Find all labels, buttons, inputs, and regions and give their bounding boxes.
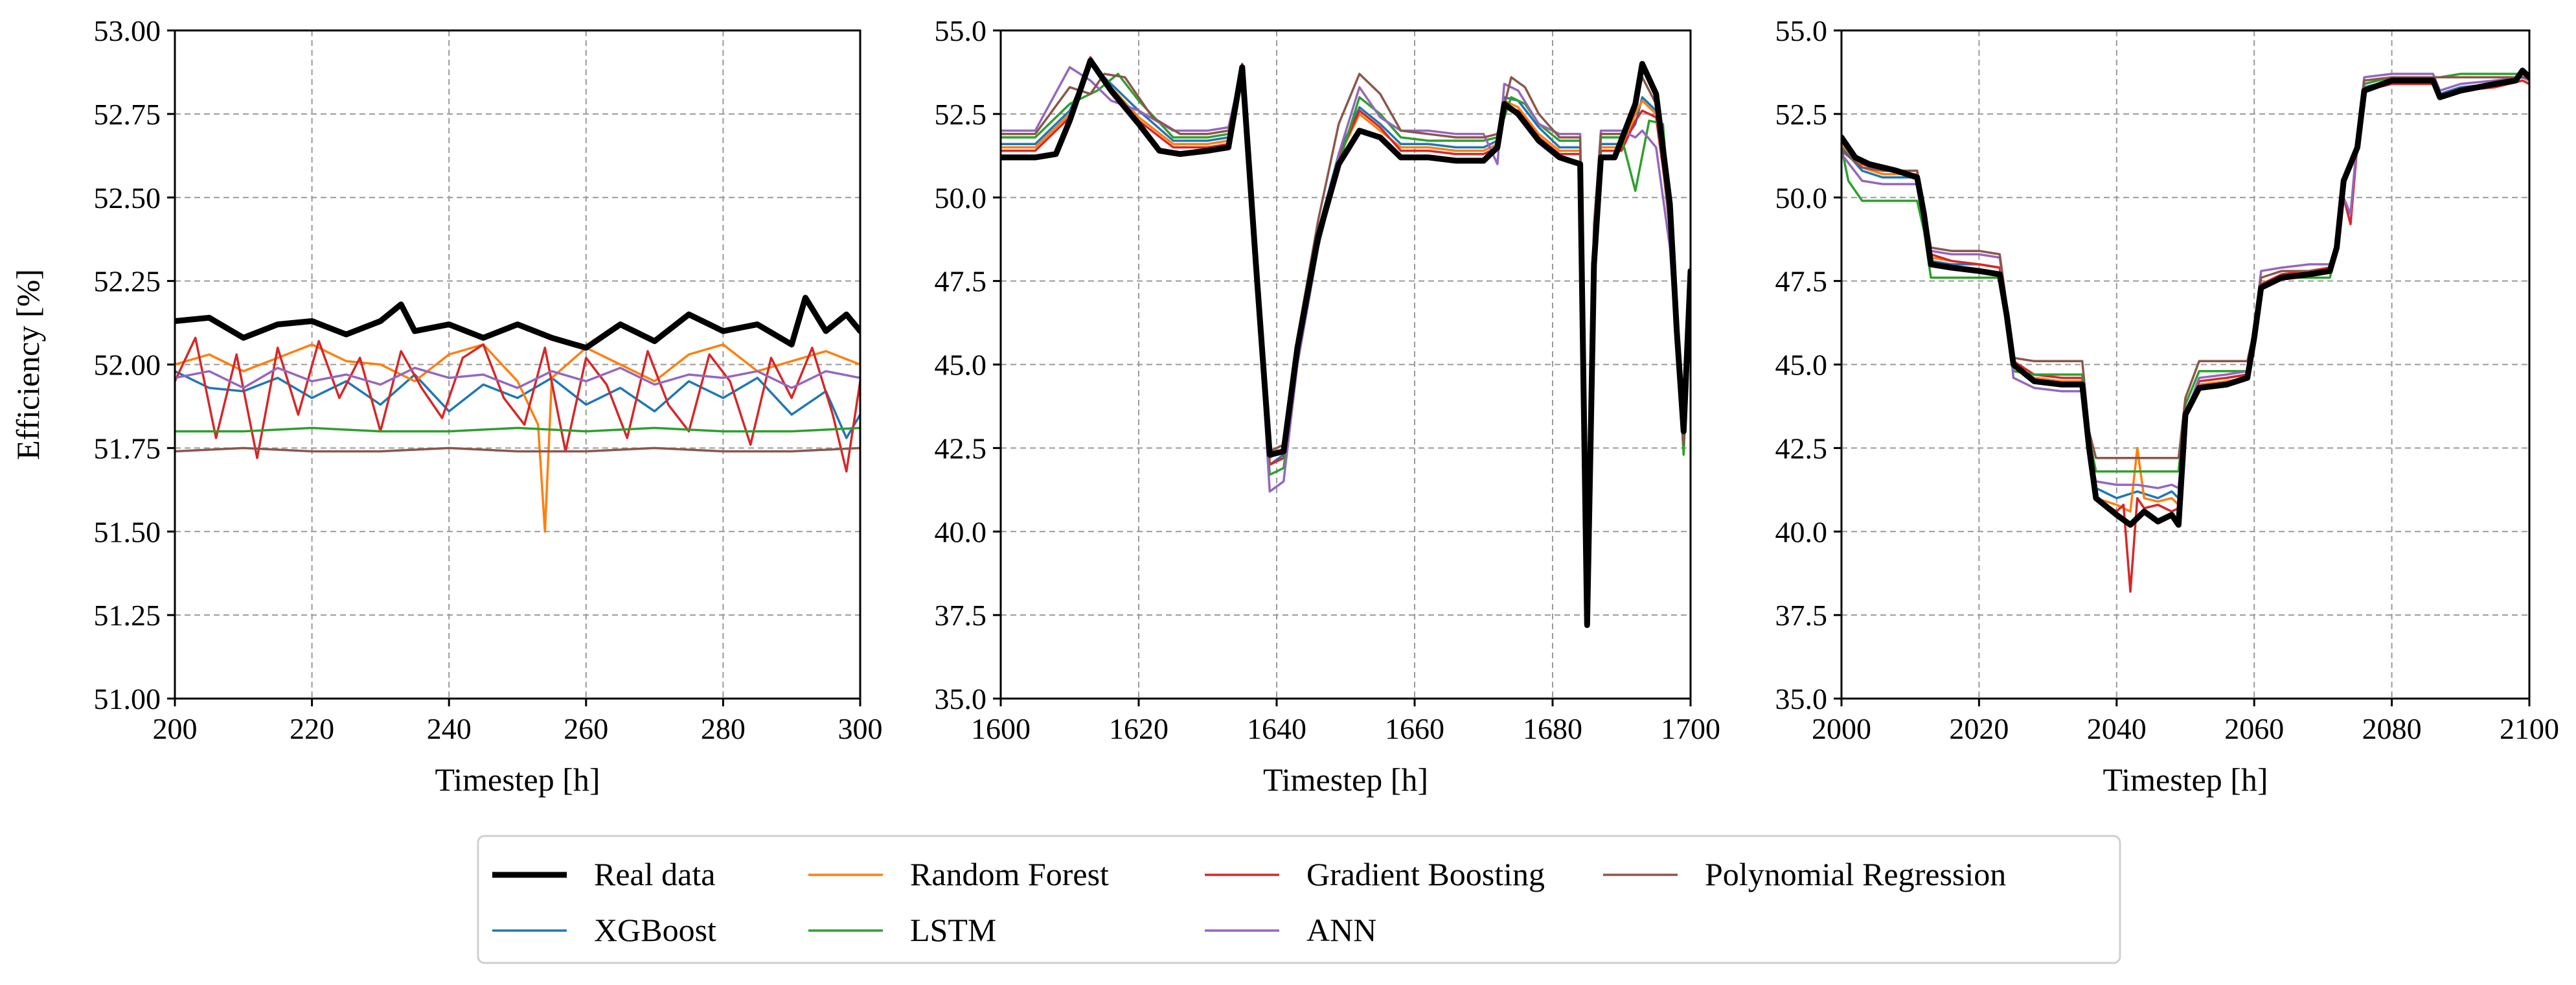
y-tick-label: 37.5: [1775, 599, 1828, 632]
x-tick-label: 200: [153, 712, 198, 745]
series-line-random-forest: [1001, 59, 1691, 583]
series-line-gradient-boosting: [175, 336, 860, 473]
x-tick-label: 1600: [971, 712, 1031, 745]
y-tick-label: 51.50: [94, 515, 161, 548]
legend-entry-lstm: LSTM: [808, 912, 996, 948]
series-line-ann: [1001, 65, 1691, 580]
legend-label: LSTM: [910, 912, 996, 948]
series-line-random-forest: [175, 343, 860, 533]
y-tick-label: 42.5: [935, 432, 987, 465]
chart-panel-left: 200 220 240 260 280 300 51.00 51.25 51.50 51.75 52…: [10, 14, 883, 798]
y-tick-label: 51.00: [94, 682, 161, 715]
legend-box: [477, 835, 2121, 964]
y-tick-label: 52.25: [94, 265, 161, 298]
x-tick-label: 2000: [1812, 712, 1871, 745]
legend-entry-polynomial-regression: Polynomial Regression: [1603, 856, 2006, 892]
x-axis-title: Timestep [h]: [2103, 761, 2268, 798]
series-line-gradient-boosting: [1841, 79, 2529, 593]
y-tick-label: 52.50: [94, 181, 161, 214]
x-tick-label: 1700: [1661, 712, 1720, 745]
series-group: [175, 294, 860, 533]
chart-panel-right: 2000 2020 2040 2060 2080 2100 35.0 37.5 40.0 42.5…: [1775, 14, 2560, 798]
y-tick-label: 35.0: [935, 682, 987, 715]
x-tick-label: 1680: [1523, 712, 1582, 745]
series-line-real-data: [1841, 67, 2529, 528]
y-tick-label: 50.0: [935, 181, 987, 214]
x-tick-label: 2020: [1949, 712, 2009, 745]
legend-label: Gradient Boosting: [1306, 856, 1545, 892]
y-tick-label: 40.0: [1775, 515, 1828, 548]
series-line-polynomial-regression: [175, 446, 860, 453]
y-tick-label: 52.5: [1775, 98, 1828, 131]
chart-panels: 200 220 240 260 280 300 51.00 51.25 51.50 51.75 52…: [10, 14, 2559, 798]
x-tick-label: 220: [290, 712, 334, 745]
y-tick-label: 35.0: [1775, 682, 1828, 715]
legend-label: Real data: [594, 856, 715, 892]
y-tick-label: 53.00: [94, 14, 161, 47]
series-line-real-data: [175, 294, 860, 351]
y-axis-title: Efficiency [%]: [10, 269, 46, 460]
series-group: [1841, 67, 2529, 593]
x-tick-label: 300: [838, 712, 883, 745]
legend-label: Polynomial Regression: [1705, 856, 2006, 892]
series-line-lstm: [1001, 73, 1691, 593]
series-line-real-data: [1001, 57, 1691, 629]
y-tick-label: 50.0: [1775, 181, 1828, 214]
y-tick-label: 52.5: [935, 98, 987, 131]
x-tick-label: 1620: [1109, 712, 1168, 745]
y-tick-label: 42.5: [1775, 432, 1828, 465]
legend-label: Random Forest: [910, 856, 1109, 892]
y-tick-label: 47.5: [935, 265, 987, 298]
x-tick-label: 1660: [1385, 712, 1444, 745]
x-tick-label: 1640: [1247, 712, 1306, 745]
y-tick-label: 52.00: [94, 349, 161, 382]
y-tick-label: 51.25: [94, 599, 161, 632]
x-tick-label: 2100: [2500, 712, 2559, 745]
y-tick-label: 40.0: [935, 515, 987, 548]
x-tick-label: 240: [427, 712, 472, 745]
legend-entry-random-forest: Random Forest: [808, 856, 1109, 892]
y-tick-label: 51.75: [94, 432, 161, 465]
legend: Real data Random Forest Gradient Boosting P…: [477, 835, 2121, 964]
legend-entry-ann: ANN: [1205, 912, 1376, 948]
series-group: [1001, 56, 1691, 629]
x-tick-label: 260: [564, 712, 608, 745]
legend-label: XGBoost: [594, 912, 716, 948]
y-tick-label: 55.0: [935, 14, 987, 47]
chart-panel-middle: 1600 1620 1640 1660 1680 1700 35.0 37.5 40.0 42.5…: [935, 14, 1721, 798]
y-tick-label: 45.0: [1775, 349, 1828, 382]
series-line-gradient-boosting: [1001, 56, 1691, 600]
legend-entry-gradient-boosting: Gradient Boosting: [1205, 856, 1545, 892]
x-axis-title: Timestep [h]: [435, 761, 600, 798]
y-tick-label: 37.5: [935, 599, 987, 632]
legend-label: ANN: [1306, 912, 1376, 948]
series-line-ann: [175, 366, 860, 389]
x-axis-title: Timestep [h]: [1263, 761, 1428, 798]
y-tick-label: 52.75: [94, 98, 161, 131]
legend-entry-real-data: Real data: [492, 856, 715, 892]
legend-entry-xgboost: XGBoost: [492, 912, 716, 948]
y-tick-label: 47.5: [1775, 265, 1828, 298]
y-tick-label: 45.0: [935, 349, 987, 382]
x-tick-label: 280: [701, 712, 746, 745]
y-tick-label: 55.0: [1775, 14, 1828, 47]
x-tick-label: 2080: [2362, 712, 2422, 745]
x-tick-label: 2060: [2224, 712, 2284, 745]
series-line-lstm: [175, 426, 860, 433]
x-tick-label: 2040: [2087, 712, 2147, 745]
